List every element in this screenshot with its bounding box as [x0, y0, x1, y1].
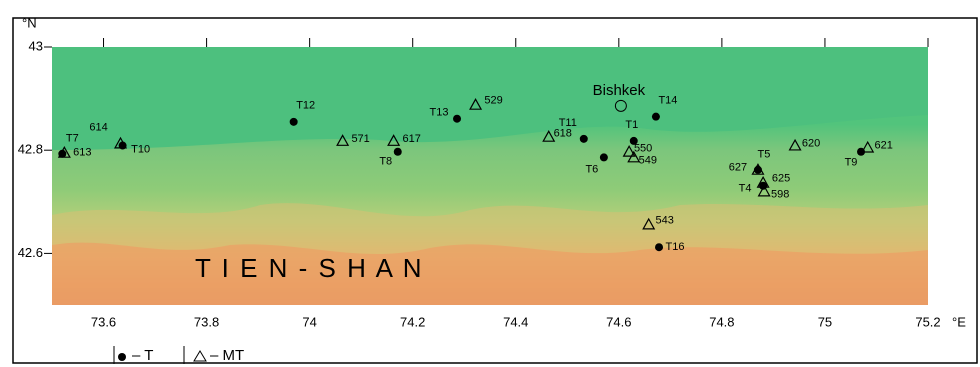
y-tick-label: 43 — [29, 38, 43, 53]
page: T I E N - S H A N °N °E 73.6 73.8 74 74.2 74… — [0, 0, 980, 367]
map: T I E N - S H A N °N °E 73.6 73.8 74 74.2 74… — [0, 0, 980, 367]
legend-marker — [118, 353, 126, 361]
station-label: 617 — [402, 133, 420, 145]
station-label: 627 — [729, 162, 747, 174]
y-unit: °N — [22, 15, 37, 30]
x-tick-label: 74.8 — [709, 314, 734, 329]
station-t — [580, 135, 588, 143]
station-label: T16 — [666, 241, 685, 253]
x-tick-label: 74.6 — [606, 314, 631, 329]
region-label: T I E N - S H A N — [195, 253, 424, 283]
station-label: T4 — [739, 183, 752, 195]
station-label: 550 — [634, 143, 652, 155]
station-label: 614 — [89, 121, 107, 133]
station-label: 571 — [351, 133, 369, 145]
station-label: T14 — [658, 95, 677, 107]
station-label: T13 — [430, 107, 449, 119]
station-label: 618 — [554, 128, 572, 140]
station-t — [600, 153, 608, 161]
station-t — [453, 115, 461, 123]
station-label: T1 — [625, 119, 638, 131]
station-label: T12 — [296, 100, 315, 112]
station-label: T6 — [585, 163, 598, 175]
city-label: Bishkek — [593, 82, 646, 99]
station-label: T10 — [131, 143, 150, 155]
station-t — [652, 113, 660, 121]
station-label: 529 — [484, 95, 502, 107]
station-label: 549 — [639, 154, 657, 166]
x-tick-label: 73.6 — [91, 314, 116, 329]
x-tick-label: 74.4 — [503, 314, 528, 329]
y-tick-label: 42.6 — [18, 245, 43, 260]
x-tick-label: 75.2 — [915, 314, 940, 329]
station-label: 543 — [656, 214, 674, 226]
station-label: T8 — [379, 156, 392, 168]
legend-marker — [194, 351, 206, 361]
x-unit: °E — [952, 314, 966, 329]
station-label: T5 — [758, 149, 771, 161]
station-label: T7 — [66, 133, 79, 145]
legend-label: – T — [132, 347, 153, 364]
x-tick-label: 73.8 — [194, 314, 219, 329]
station-label: 613 — [73, 147, 91, 159]
station-label: 598 — [771, 188, 789, 200]
station-t — [655, 243, 663, 251]
station-t — [290, 118, 298, 126]
x-tick-label: 75 — [818, 314, 832, 329]
station-label: 625 — [772, 173, 790, 185]
station-t — [394, 148, 402, 156]
y-tick-label: 42.8 — [18, 142, 43, 157]
station-label: 620 — [802, 137, 820, 149]
station-label: 621 — [875, 140, 893, 152]
x-tick-label: 74.2 — [400, 314, 425, 329]
station-label: T9 — [845, 157, 858, 169]
x-tick-label: 74 — [302, 314, 316, 329]
legend-label: – MT — [210, 347, 244, 364]
